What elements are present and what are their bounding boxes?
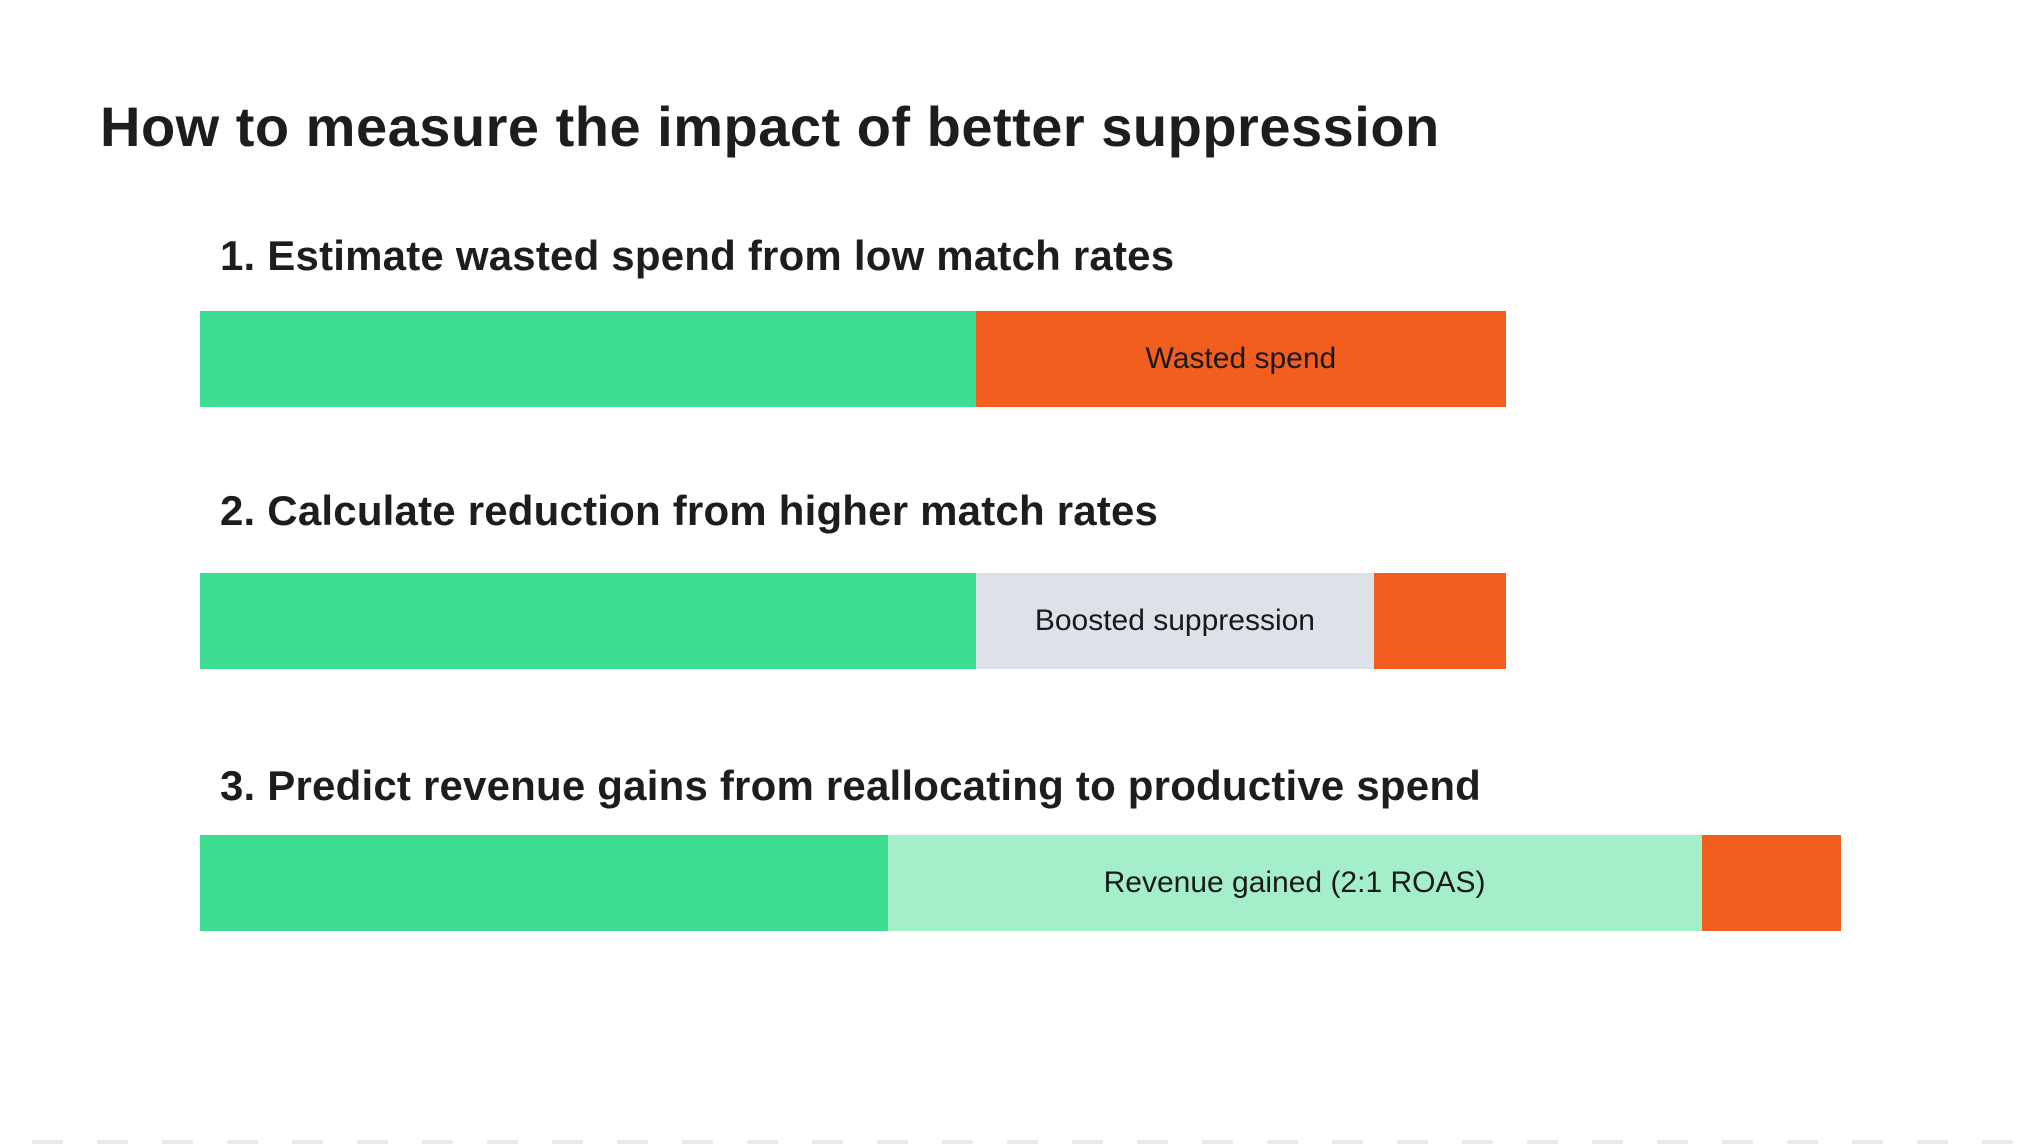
bar-segment-remaining-wasted-spend — [1374, 573, 1506, 669]
page-title: How to measure the impact of better supp… — [100, 95, 1440, 158]
bar-segment-matched-spend — [200, 573, 976, 669]
bar-segment-productive-spend — [200, 835, 888, 931]
bar-segment-revenue-gained: Revenue gained (2:1 ROAS) — [887, 835, 1702, 931]
bar-segment-remaining-wasted-spend — [1701, 835, 1841, 931]
step-3-heading: 3. Predict revenue gains from reallocati… — [220, 762, 1482, 809]
step-2-heading: 2. Calculate reduction from higher match… — [220, 487, 1159, 534]
bar-segment-boosted-suppression: Boosted suppression — [975, 573, 1375, 669]
revenue-gained-label: Revenue gained (2:1 ROAS) — [1103, 866, 1486, 899]
bar-segment-wasted-spend: Wasted spend — [975, 311, 1506, 407]
bottom-tick-strip — [0, 1140, 2028, 1144]
bar-segment-matched-spend — [200, 311, 976, 407]
step-2-bar: Boosted suppression — [200, 573, 1506, 669]
step-3-bar: Revenue gained (2:1 ROAS) — [200, 835, 1841, 931]
wasted-spend-label: Wasted spend — [1145, 342, 1337, 375]
boosted-suppression-label: Boosted suppression — [1034, 604, 1315, 637]
step-1-bar: Wasted spend — [200, 311, 1506, 407]
step-1-heading: 1. Estimate wasted spend from low match … — [220, 232, 1175, 279]
